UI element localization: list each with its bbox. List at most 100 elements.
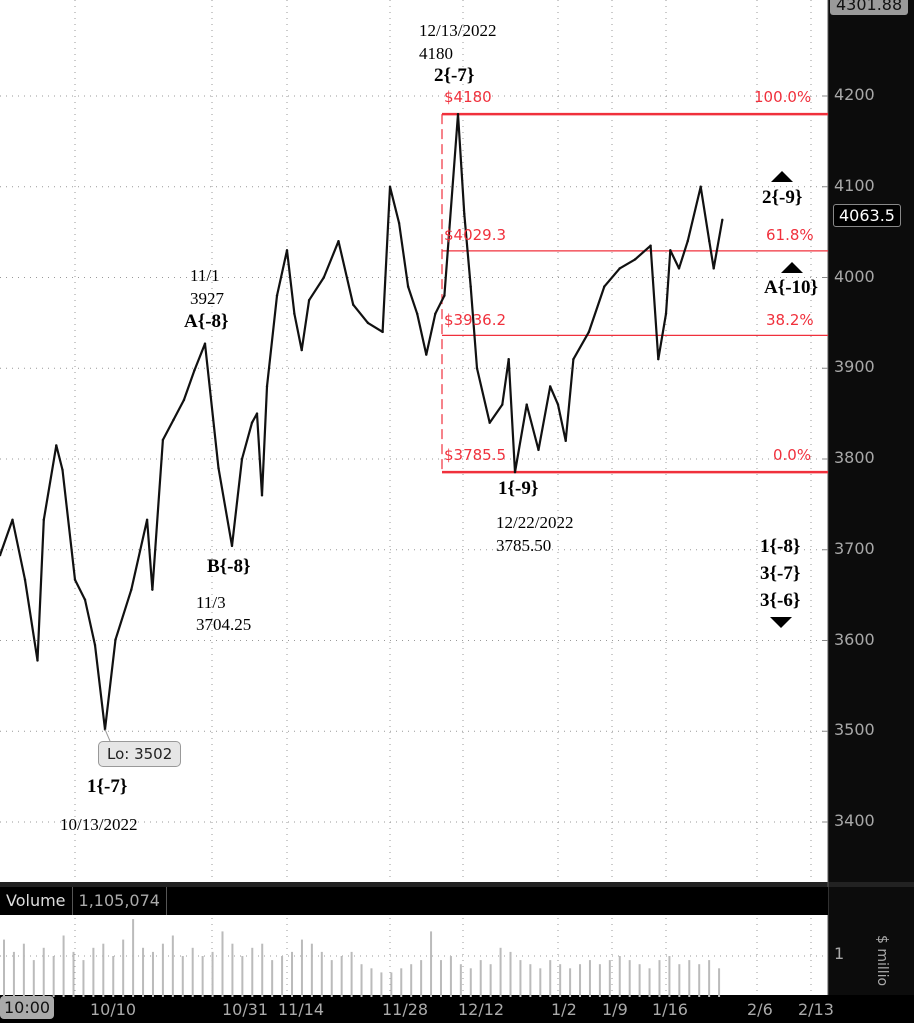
x-tick-label: 10/10: [90, 1000, 137, 1019]
date-label: 11/3: [196, 593, 226, 612]
fib-pct-label: 0.0%: [773, 446, 812, 464]
volume-bar: [598, 964, 601, 997]
price-axis-panel: [828, 0, 914, 1023]
price-point: [322, 276, 325, 279]
volume-bar: [628, 960, 631, 997]
y-tick-label: 4000: [834, 266, 875, 286]
volume-bar: [410, 964, 413, 997]
price-point: [488, 421, 491, 424]
wave-label: 2{-7}: [434, 65, 475, 86]
volume-bar: [420, 960, 423, 997]
volume-header: Volume 1,105,074: [0, 887, 828, 915]
price-line: [0, 113, 724, 731]
price-point: [712, 267, 715, 270]
price-label: 3927: [190, 289, 224, 308]
volume-unit: $ millio: [874, 935, 890, 987]
volume-bar: [161, 943, 164, 997]
y-tick-label: 3500: [834, 720, 875, 740]
price-point: [260, 494, 264, 497]
wave-label: B{-8}: [207, 556, 251, 577]
price-point: [721, 218, 724, 222]
date-label: 11/1: [190, 266, 220, 285]
volume-bar: [370, 968, 373, 997]
volume-bar: [241, 956, 244, 997]
price-point: [501, 403, 504, 406]
price-point: [203, 342, 207, 345]
volume-bar: [112, 956, 115, 997]
y-tick-label: 3900: [834, 357, 875, 377]
price-point: [61, 468, 64, 472]
volume-bar: [271, 960, 274, 997]
volume-bar: [708, 960, 711, 997]
price-point: [172, 418, 175, 422]
price-point: [352, 303, 355, 306]
volume-bar: [330, 960, 333, 997]
y-tick-label: 3400: [834, 811, 875, 830]
volume-bar: [350, 951, 353, 997]
volume-bar: [261, 943, 264, 997]
price-point: [36, 659, 39, 662]
volume-bar: [72, 951, 75, 997]
volume-bar: [310, 943, 313, 997]
price-point: [406, 285, 410, 288]
volume-bar: [92, 947, 95, 997]
volume-bar: [588, 960, 591, 997]
price-point: [425, 353, 428, 356]
volume-bar: [569, 968, 572, 997]
price-point: [230, 544, 234, 548]
wave-label: 1{-7}: [87, 776, 128, 797]
volume-bar: [539, 968, 542, 997]
y-tick-label: 4100: [834, 175, 875, 195]
volume-bar: [658, 960, 661, 997]
up-triangle-icon: [771, 171, 793, 182]
volume-tick: 1: [834, 944, 845, 963]
time-axis-panel: [0, 995, 914, 1023]
volume-bar: [519, 960, 522, 997]
volume-bar: [300, 939, 303, 997]
volume-bar: [181, 956, 184, 997]
price-point: [388, 185, 392, 188]
wave-label: 1{-8}: [760, 536, 801, 557]
price-point: [307, 298, 311, 302]
fib-price-label: $4180: [444, 88, 492, 106]
volume-bar: [340, 956, 343, 997]
x-tick-label: 11/28: [382, 1000, 429, 1019]
price-point: [114, 638, 117, 641]
fib-pct-label: 100.0%: [754, 88, 812, 106]
volume-bar: [499, 947, 502, 997]
volume-bar: [122, 939, 125, 997]
panel-divider: [0, 882, 914, 887]
price-point: [456, 112, 460, 116]
price-point: [255, 412, 259, 415]
price-label: 3785.50: [496, 536, 552, 555]
x-tick-label: 1/2: [551, 1000, 577, 1019]
volume-bar: [3, 939, 5, 997]
wave-label: 1{-9}: [498, 478, 539, 499]
x-tick-label: 2/6: [747, 1000, 773, 1019]
volume-bar: [579, 964, 582, 997]
volume-bar: [42, 947, 45, 997]
price-label: 3704.25: [196, 615, 252, 634]
price-point: [443, 294, 446, 297]
price-point: [285, 249, 289, 252]
price-point: [145, 518, 149, 522]
volume-bar: [171, 935, 174, 997]
price-point: [649, 244, 652, 247]
volume-bar: [439, 960, 442, 997]
volume-bar: [380, 972, 383, 997]
volume-bar: [22, 943, 25, 997]
volume-bar: [509, 951, 512, 997]
fib-pct-label: 38.2%: [766, 311, 814, 329]
volume-bar: [12, 951, 15, 997]
wave-label: A{-8}: [184, 311, 229, 332]
price-point: [182, 398, 186, 402]
y-tick-label: 4200: [834, 85, 875, 104]
volume-bar: [618, 956, 621, 997]
x-tick-label: 10/31: [222, 1000, 269, 1019]
price-point: [151, 588, 154, 591]
volume-bar: [52, 956, 55, 997]
price-point: [0, 553, 2, 557]
fib-price-label: $4029.3: [444, 226, 507, 244]
price-point: [42, 518, 45, 522]
